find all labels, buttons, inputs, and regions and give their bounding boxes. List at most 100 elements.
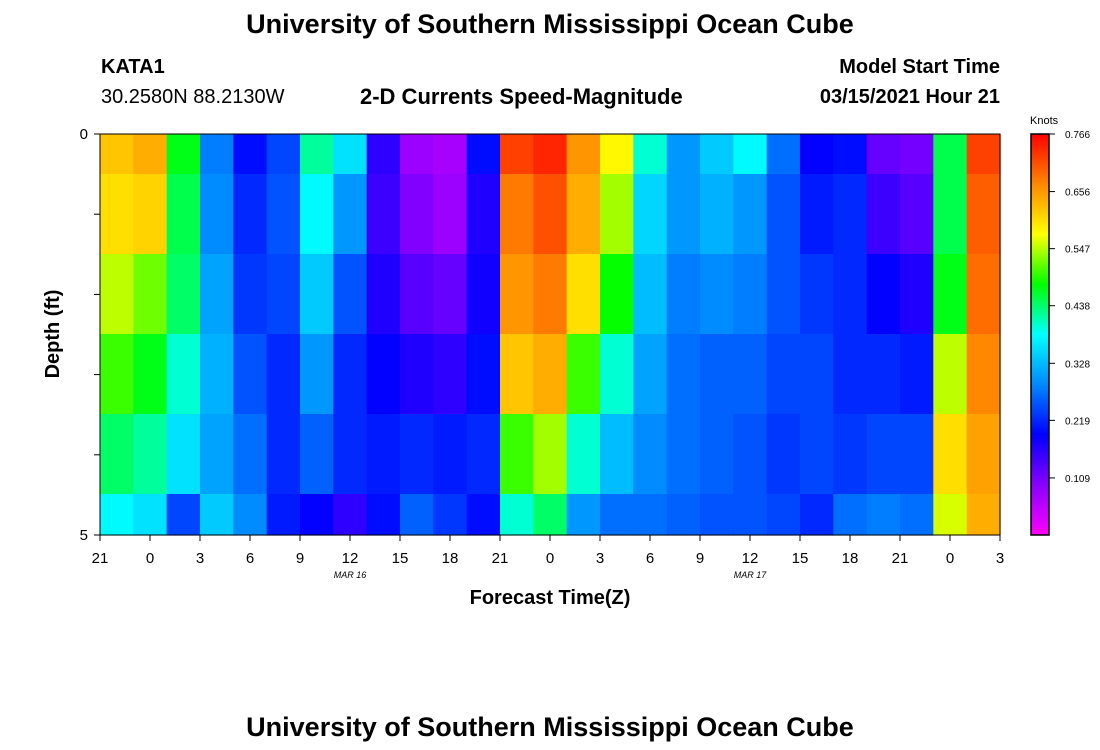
colorbar-ticks: 0.766 0.656 0.547 0.438 0.328 0.219 0.109: [1049, 130, 1090, 485]
heatmap-cell: [166, 254, 201, 335]
colorbar-tick-label: 0.547: [1065, 245, 1090, 256]
heatmap-cell: [633, 174, 668, 255]
heatmap-cell: [700, 174, 734, 255]
heatmap-cell: [333, 494, 368, 536]
heatmap-cell: [100, 254, 134, 335]
heatmap-cell: [133, 334, 168, 415]
x-tick-label: 18: [442, 550, 459, 567]
y-axis-label: Depth (ft): [42, 290, 64, 379]
heatmap-cell: [133, 174, 168, 255]
heatmap-cell: [966, 414, 1001, 495]
heatmap-cell: [366, 134, 401, 175]
heatmap-cell: [100, 174, 134, 255]
heatmap-cell: [466, 414, 501, 495]
heatmap-cell: [266, 334, 301, 415]
x-tick-label: 3: [996, 550, 1004, 567]
heatmap-cell: [366, 174, 401, 255]
colorbar-tick-label: 0.766: [1065, 130, 1090, 141]
heatmap-cell: [633, 134, 668, 175]
heatmap-cell: [633, 254, 668, 335]
heatmap-cell: [133, 414, 168, 495]
x-tick-label: 6: [646, 550, 654, 567]
heatmap-cell: [366, 254, 401, 335]
heatmap-cell: [600, 494, 634, 536]
heatmap-cell: [100, 414, 134, 495]
heatmap-cell: [933, 414, 968, 495]
heatmap-cell: [833, 494, 868, 536]
heatmap-cell: [200, 334, 234, 415]
x-tick-label: 0: [546, 550, 554, 567]
model-start-value: 03/15/2021 Hour 21: [819, 86, 1000, 108]
heatmap-cell: [200, 414, 234, 495]
heatmap-cell: [233, 134, 268, 175]
heatmap-cell: [700, 334, 734, 415]
chart-title: University of Southern Mississippi Ocean…: [246, 9, 854, 39]
heatmap-cell: [766, 134, 801, 175]
y-tick-label: 0: [80, 126, 88, 143]
heatmap-cell: [433, 414, 468, 495]
heatmap-cell: [633, 334, 668, 415]
heatmap-cell: [466, 134, 501, 175]
heatmap-cell: [600, 334, 634, 415]
model-start-label: Model Start Time: [839, 56, 1000, 78]
heatmap-cell: [300, 414, 334, 495]
heatmap-cell: [633, 414, 668, 495]
heatmap-cell: [866, 414, 901, 495]
heatmap-cell: [500, 254, 534, 335]
heatmap-cell: [966, 254, 1001, 335]
x-tick-label: 21: [492, 550, 509, 567]
heatmap-cell: [400, 134, 434, 175]
heatmap-cell: [733, 254, 768, 335]
heatmap-cell: [500, 174, 534, 255]
heatmap-cell: [400, 494, 434, 536]
footer-title: University of Southern Mississippi Ocean…: [246, 712, 854, 742]
x-tick-label: 0: [946, 550, 954, 567]
heatmap-cell: [333, 334, 368, 415]
heatmap-cell: [266, 254, 301, 335]
heatmap-cell: [766, 494, 801, 536]
heatmap-cell: [900, 134, 934, 175]
heatmap-cell: [100, 134, 134, 175]
heatmap-cell: [166, 334, 201, 415]
heatmap-cell: [833, 414, 868, 495]
heatmap-cell: [233, 254, 268, 335]
heatmap-cell: [166, 134, 201, 175]
heatmap-cell: [766, 174, 801, 255]
date-label: MAR 16: [334, 570, 367, 580]
heatmap-cell: [433, 334, 468, 415]
heatmap-cell: [800, 174, 834, 255]
heatmap-cell: [366, 414, 401, 495]
x-tick-label: 3: [596, 550, 604, 567]
heatmap-cell: [266, 414, 301, 495]
heatmap-cell: [166, 414, 201, 495]
heatmap-cell: [466, 254, 501, 335]
y-tick-label: 5: [80, 527, 88, 544]
y-axis: 05: [80, 126, 100, 544]
heatmap-cell: [633, 494, 668, 536]
heatmap-cell: [233, 414, 268, 495]
heatmap-cell: [733, 334, 768, 415]
heatmap-cell: [600, 134, 634, 175]
heatmap-cell: [233, 494, 268, 536]
heatmap-cell: [666, 174, 701, 255]
colorbar-tick-label: 0.438: [1065, 302, 1090, 313]
heatmap-cell: [966, 174, 1001, 255]
heatmap-cell: [200, 174, 234, 255]
heatmap-cell: [400, 254, 434, 335]
heatmap-cell: [766, 414, 801, 495]
date-label: MAR 17: [734, 570, 768, 580]
heatmap-cell: [800, 494, 834, 536]
heatmap-cell: [133, 494, 168, 536]
heatmap-cell: [100, 494, 134, 536]
heatmap-cell: [466, 174, 501, 255]
colorbar-unit: Knots: [1030, 115, 1059, 127]
x-axis-label: Forecast Time(Z): [470, 587, 631, 609]
heatmap-cell: [100, 334, 134, 415]
heatmap-cell: [533, 494, 568, 536]
heatmap-cell: [300, 174, 334, 255]
heatmap-cell: [200, 134, 234, 175]
heatmap-cell: [433, 254, 468, 335]
heatmap-cell: [400, 174, 434, 255]
heatmap-cell: [366, 334, 401, 415]
colorbar: [1030, 133, 1050, 536]
